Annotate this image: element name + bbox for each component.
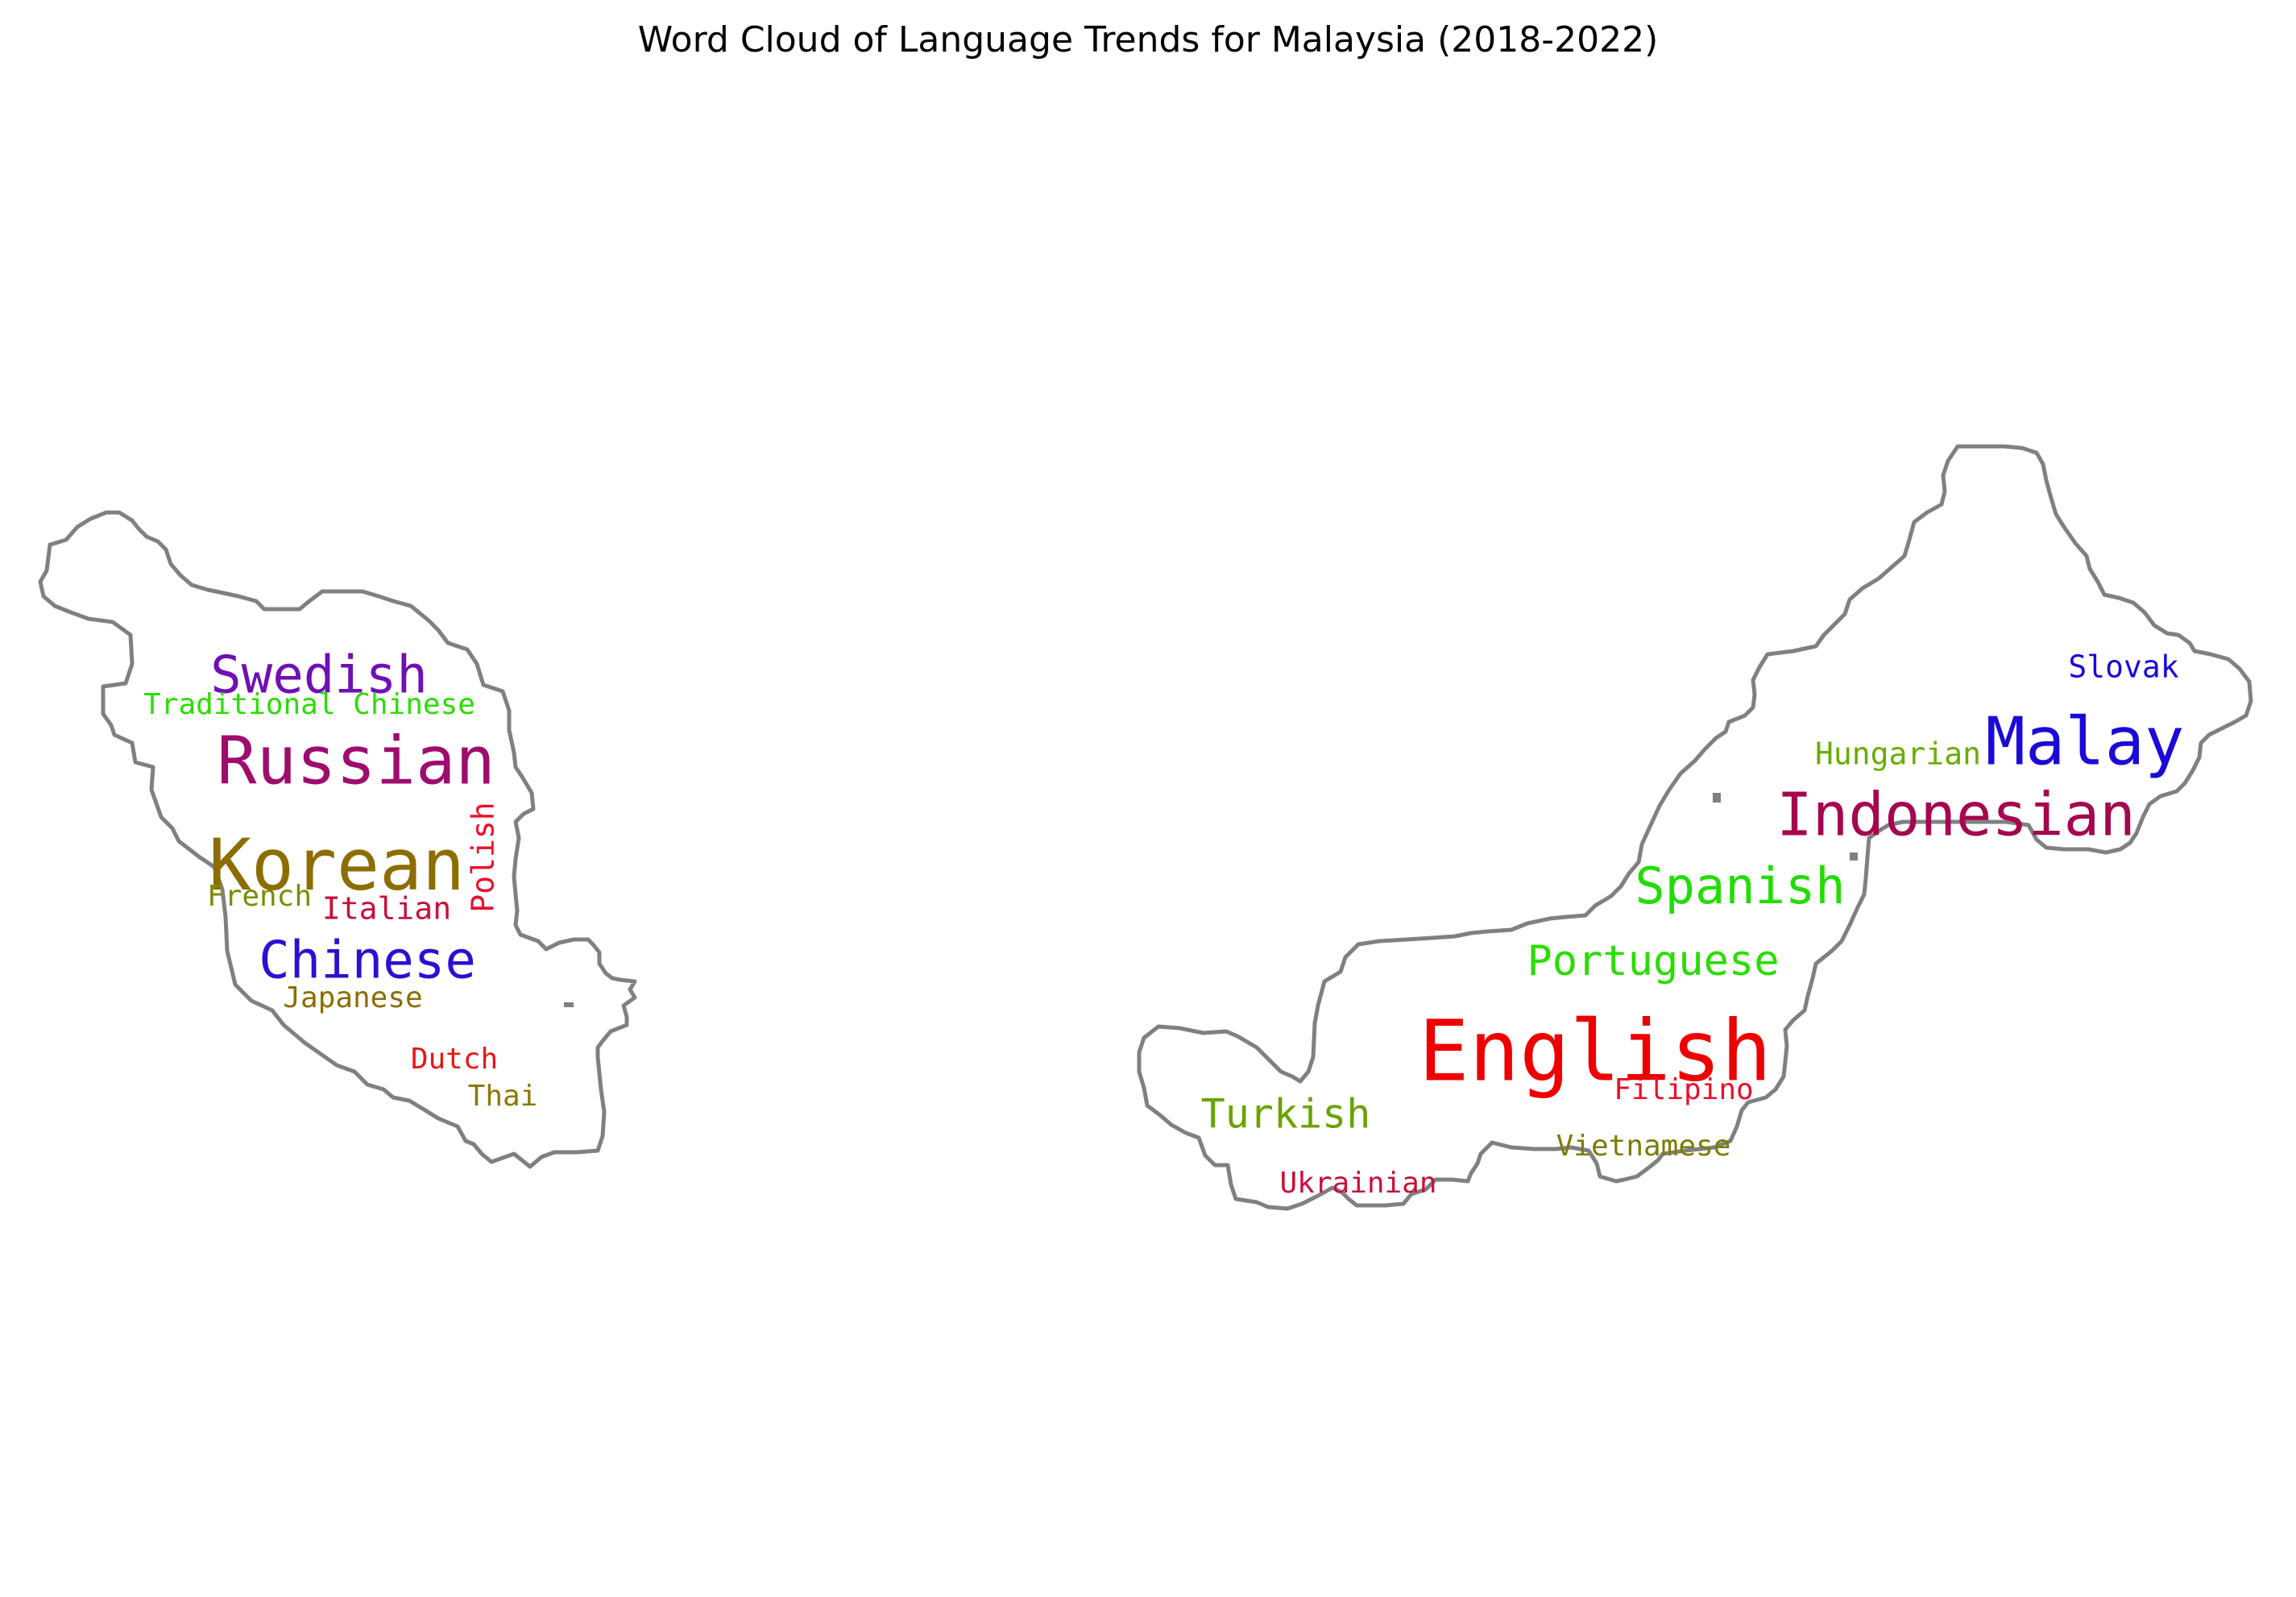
word-indonesian: Indonesian — [1776, 781, 2136, 850]
chart-title: Word Cloud of Language Trends for Malays… — [638, 19, 1659, 60]
word-filipino: Filipino — [1614, 1073, 1753, 1106]
word-italian: Italian — [322, 891, 451, 927]
word-turkish: Turkish — [1201, 1091, 1371, 1138]
word-korean: Korean — [209, 823, 465, 906]
word-portuguese: Portuguese — [1527, 937, 1779, 985]
word-english: English — [1419, 1002, 1772, 1100]
island-mark-east-1 — [1713, 793, 1721, 803]
peninsular-malaysia-outline — [38, 510, 637, 1169]
word-spanish: Spanish — [1635, 857, 1845, 915]
word-polish: Polish — [466, 802, 501, 912]
east-malaysia-outline — [1137, 444, 2253, 1211]
word-slovak: Slovak — [2068, 649, 2178, 685]
word-thai: Thai — [468, 1080, 538, 1113]
island-mark-west — [564, 1002, 574, 1007]
word-japanese: Japanese — [283, 981, 422, 1014]
word-dutch: Dutch — [411, 1043, 498, 1076]
word-ukrainian: Ukrainian — [1279, 1167, 1436, 1200]
word-chinese: Chinese — [259, 931, 476, 991]
word-french: French — [207, 880, 312, 913]
word-vietnamese: Vietnamese — [1556, 1130, 1731, 1163]
island-mark-east-2 — [1850, 852, 1858, 861]
word-swedish: Swedish — [210, 646, 428, 706]
word-hungarian: Hungarian — [1815, 736, 1981, 772]
word-malay: Malay — [1986, 703, 2185, 780]
word-traditional-chinese: Traditional Chinese — [143, 688, 475, 721]
word-russian: Russian — [217, 723, 495, 799]
